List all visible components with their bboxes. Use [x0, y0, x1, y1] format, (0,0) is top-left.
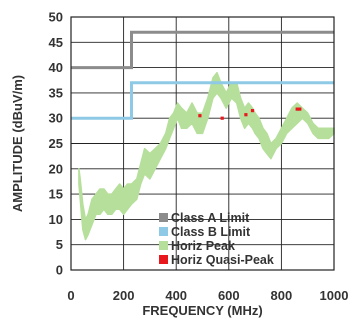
x-tick-label: 800 — [271, 288, 293, 303]
legend-swatch-horiz-peak — [159, 241, 168, 250]
x-tick-label: 0 — [67, 288, 74, 303]
y-tick-label: 45 — [49, 35, 63, 50]
x-tick-labels: 0 200 400 600 800 1000 — [67, 288, 348, 303]
x-tick-label: 600 — [218, 288, 240, 303]
series-class-a-limit — [71, 30, 334, 70]
y-tick-label: 20 — [49, 161, 63, 176]
legend-label-class-a: Class A Limit — [171, 211, 250, 225]
legend-label-quasi-peak: Horiz Quasi-Peak — [171, 253, 274, 267]
quasi-peak-point — [220, 116, 224, 120]
y-tick-label: 40 — [49, 60, 63, 75]
y-tick-label: 25 — [49, 136, 63, 151]
y-tick-labels: 0 5 10 15 20 25 30 35 40 45 50 — [49, 10, 63, 278]
quasi-peak-point — [295, 107, 299, 111]
x-axis-label: FREQUENCY (MHz) — [142, 303, 262, 318]
legend-label-horiz-peak: Horiz Peak — [171, 239, 235, 253]
legend-label-class-b: Class B Limit — [171, 225, 251, 239]
y-axis-label: AMPLITUDE (dBuV/m) — [10, 75, 25, 212]
y-tick-label: 0 — [56, 263, 63, 278]
x-tick-label: 200 — [113, 288, 135, 303]
plot-frame — [70, 16, 335, 271]
legend-swatch-quasi-peak — [159, 255, 168, 264]
y-tick-label: 50 — [49, 10, 63, 25]
quasi-peak-point — [298, 107, 302, 111]
x-tick-label: 400 — [165, 288, 187, 303]
y-tick-label: 15 — [49, 187, 63, 202]
quasi-peak-point — [244, 113, 248, 117]
legend-swatch-class-b — [159, 227, 168, 236]
quasi-peak-point — [198, 114, 202, 118]
x-tick-label: 1000 — [320, 288, 349, 303]
legend: Class A Limit Class B Limit Horiz Peak H… — [159, 211, 274, 267]
series-class-b-limit — [71, 81, 334, 120]
y-tick-label: 35 — [49, 85, 63, 100]
y-tick-label: 30 — [49, 111, 63, 126]
y-tick-label: 5 — [56, 237, 63, 252]
legend-swatch-class-a — [159, 213, 168, 222]
y-tick-label: 10 — [49, 212, 63, 227]
quasi-peak-point — [250, 109, 255, 113]
